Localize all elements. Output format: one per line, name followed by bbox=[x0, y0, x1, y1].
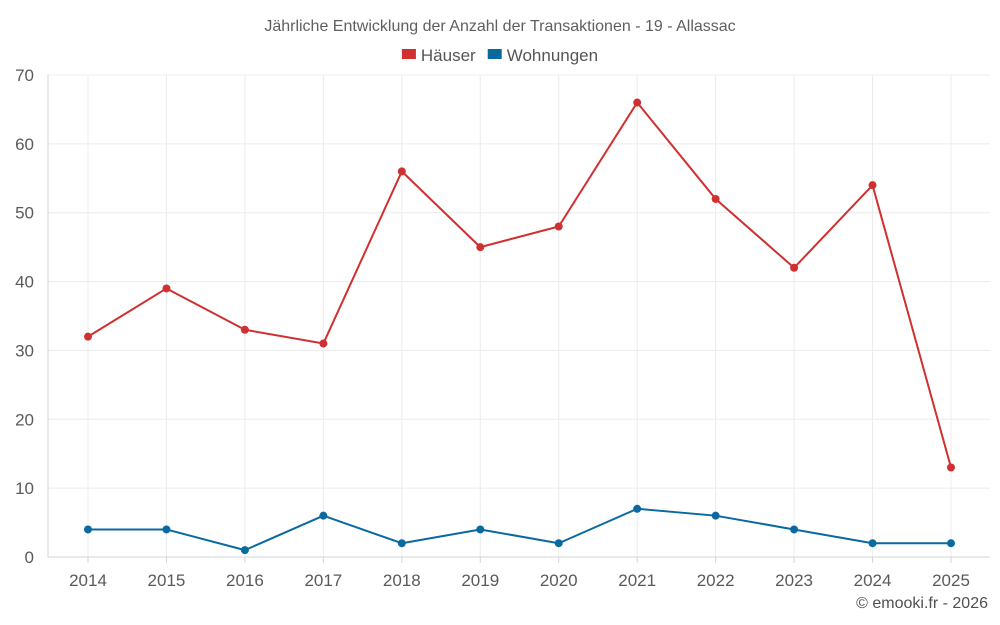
y-tick-label: 70 bbox=[15, 66, 34, 85]
data-point[interactable] bbox=[633, 98, 642, 107]
data-point[interactable] bbox=[711, 194, 720, 203]
data-point[interactable] bbox=[162, 284, 171, 293]
axes: 0 10 20 30 40 50 60 70 2014 2015 2016 2017 2018 2019 2… bbox=[15, 66, 990, 590]
data-point[interactable] bbox=[554, 539, 563, 548]
data-point[interactable] bbox=[633, 504, 642, 513]
data-point[interactable] bbox=[240, 546, 249, 555]
x-tick-label: 2023 bbox=[775, 571, 813, 590]
data-point[interactable] bbox=[868, 181, 877, 190]
x-tick-label: 2025 bbox=[932, 571, 970, 590]
legend-label[interactable]: Wohnungen bbox=[507, 46, 598, 65]
data-point[interactable] bbox=[868, 539, 877, 548]
series-line-1 bbox=[88, 507, 951, 552]
data-point[interactable] bbox=[947, 463, 955, 472]
y-tick-label: 10 bbox=[15, 479, 34, 498]
x-tick-label: 2024 bbox=[854, 571, 892, 590]
data-point[interactable] bbox=[947, 539, 955, 548]
y-tick-label: 20 bbox=[15, 410, 34, 429]
x-tick-label: 2018 bbox=[383, 571, 421, 590]
x-tick-label: 2019 bbox=[461, 571, 499, 590]
data-point[interactable] bbox=[84, 332, 92, 341]
data-point[interactable] bbox=[397, 167, 406, 176]
y-tick-label: 0 bbox=[25, 548, 34, 567]
y-tick-label: 60 bbox=[15, 135, 34, 154]
y-tick-label: 50 bbox=[15, 204, 34, 223]
x-tick-label: 2022 bbox=[697, 571, 735, 590]
y-tick-label: 30 bbox=[15, 341, 34, 360]
grid bbox=[48, 74, 990, 557]
data-point[interactable] bbox=[240, 325, 249, 334]
data-point[interactable] bbox=[790, 263, 799, 272]
x-tick-label: 2017 bbox=[304, 571, 342, 590]
legend-label[interactable]: Häuser bbox=[421, 46, 476, 65]
legend-swatch[interactable] bbox=[401, 49, 416, 59]
x-tick-label: 2016 bbox=[226, 571, 264, 590]
data-point[interactable] bbox=[162, 525, 171, 534]
series-line-0 bbox=[87, 101, 952, 468]
x-tick-label: 2020 bbox=[540, 571, 578, 590]
data-point[interactable] bbox=[84, 525, 92, 534]
x-tick-label: 2021 bbox=[618, 571, 656, 590]
copyright-credit: © emooki.fr - 2026 bbox=[856, 595, 988, 612]
chart-title: Jährliche Entwicklung der Anzahl der Tra… bbox=[264, 18, 735, 35]
legend-swatch[interactable] bbox=[487, 49, 502, 59]
data-point[interactable] bbox=[711, 511, 720, 520]
legend: Häuser Wohnungen bbox=[401, 46, 598, 65]
x-tick-label: 2014 bbox=[69, 571, 107, 590]
x-tick-label: 2015 bbox=[148, 571, 186, 590]
series-layer bbox=[84, 98, 955, 555]
data-point[interactable] bbox=[790, 525, 799, 534]
data-point[interactable] bbox=[476, 525, 485, 534]
y-tick-label: 40 bbox=[15, 273, 34, 292]
data-point[interactable] bbox=[397, 539, 406, 548]
data-point[interactable] bbox=[319, 511, 328, 520]
data-point[interactable] bbox=[554, 222, 563, 231]
data-point[interactable] bbox=[319, 339, 328, 348]
data-point[interactable] bbox=[476, 243, 485, 252]
